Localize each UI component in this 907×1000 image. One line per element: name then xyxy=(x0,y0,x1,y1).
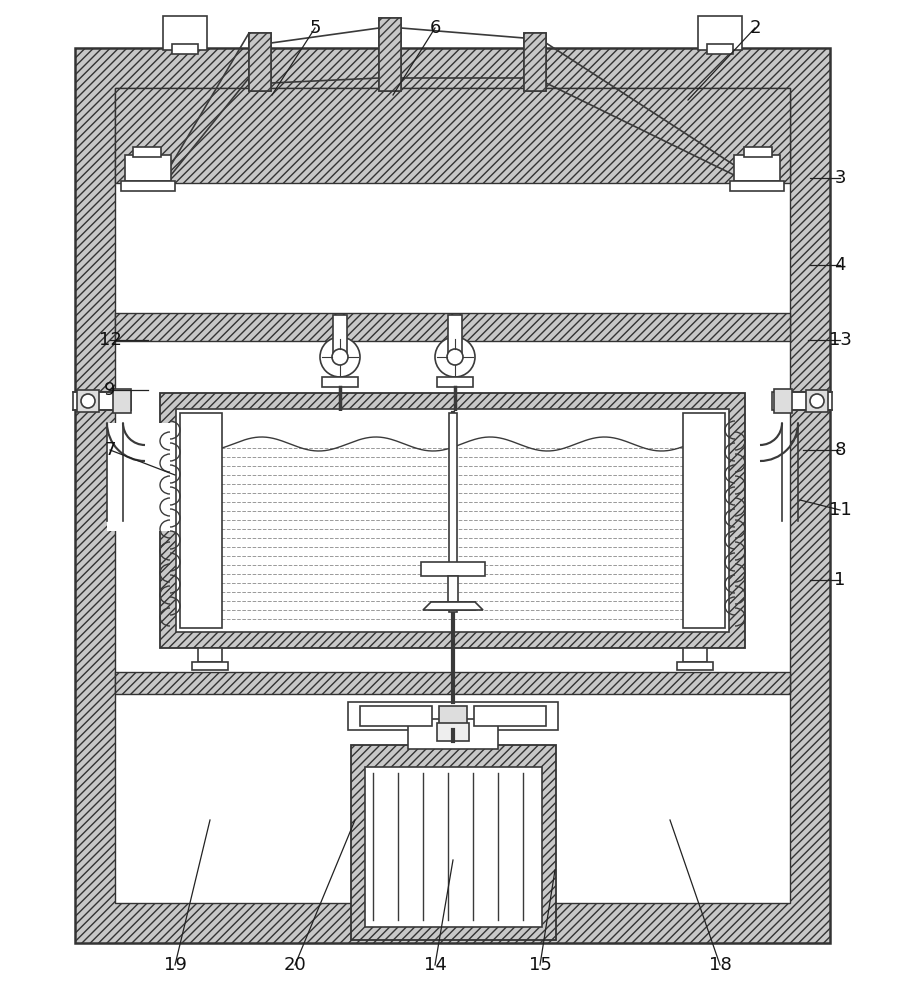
Text: 4: 4 xyxy=(834,256,845,274)
Text: 11: 11 xyxy=(829,501,852,519)
Bar xyxy=(734,155,780,181)
Bar xyxy=(133,147,161,157)
Text: 12: 12 xyxy=(99,331,122,349)
Text: 15: 15 xyxy=(529,956,551,974)
Text: 14: 14 xyxy=(424,956,446,974)
Bar xyxy=(172,44,198,54)
Bar xyxy=(163,16,207,50)
Bar xyxy=(198,648,222,662)
Text: 5: 5 xyxy=(309,19,321,37)
Bar xyxy=(408,719,498,749)
Bar xyxy=(115,672,790,694)
Bar xyxy=(115,88,790,903)
Text: 18: 18 xyxy=(708,956,731,974)
Circle shape xyxy=(447,349,463,365)
Bar xyxy=(351,745,556,940)
Bar xyxy=(365,767,542,927)
Bar xyxy=(744,147,772,157)
Bar xyxy=(379,18,401,91)
Bar xyxy=(322,377,358,387)
Bar xyxy=(698,16,742,50)
Text: 1: 1 xyxy=(834,571,845,589)
Bar xyxy=(806,390,828,412)
Bar xyxy=(77,390,99,412)
Bar xyxy=(249,33,271,91)
Bar xyxy=(115,88,790,183)
Text: 6: 6 xyxy=(429,19,441,37)
Bar xyxy=(524,33,546,91)
Bar xyxy=(474,706,546,726)
Bar xyxy=(772,392,832,410)
Bar xyxy=(121,181,175,191)
Bar xyxy=(421,562,485,576)
Bar xyxy=(176,409,729,632)
Text: 7: 7 xyxy=(104,441,116,459)
Text: 20: 20 xyxy=(284,956,307,974)
Circle shape xyxy=(810,394,824,408)
Bar xyxy=(107,423,183,531)
Bar xyxy=(677,662,713,670)
Bar xyxy=(707,44,733,54)
Bar xyxy=(437,723,469,741)
Text: 2: 2 xyxy=(749,19,761,37)
Bar xyxy=(448,315,462,355)
Polygon shape xyxy=(423,602,483,610)
Bar xyxy=(113,389,131,413)
Bar xyxy=(115,313,790,341)
Bar xyxy=(448,576,458,602)
Bar xyxy=(683,648,707,662)
Bar xyxy=(178,411,727,441)
Circle shape xyxy=(81,394,95,408)
Bar xyxy=(160,393,745,648)
Bar xyxy=(73,392,131,410)
Text: 19: 19 xyxy=(163,956,187,974)
Bar xyxy=(249,33,271,91)
Circle shape xyxy=(435,337,475,377)
Bar xyxy=(360,706,432,726)
Bar xyxy=(431,602,475,610)
Bar xyxy=(180,413,222,628)
Bar xyxy=(524,33,546,91)
Circle shape xyxy=(332,349,348,365)
Bar xyxy=(348,702,558,730)
Bar xyxy=(439,706,467,726)
Text: 9: 9 xyxy=(104,381,116,399)
Bar xyxy=(333,315,347,355)
Circle shape xyxy=(320,337,360,377)
Bar xyxy=(125,155,171,181)
Bar xyxy=(683,413,725,628)
Text: 13: 13 xyxy=(829,331,852,349)
Bar xyxy=(437,377,473,387)
Bar xyxy=(449,413,457,612)
Text: 8: 8 xyxy=(834,441,845,459)
Bar xyxy=(774,389,792,413)
Bar xyxy=(192,662,228,670)
Bar xyxy=(75,48,830,943)
Bar xyxy=(379,18,401,91)
Text: 3: 3 xyxy=(834,169,845,187)
Bar xyxy=(730,181,784,191)
